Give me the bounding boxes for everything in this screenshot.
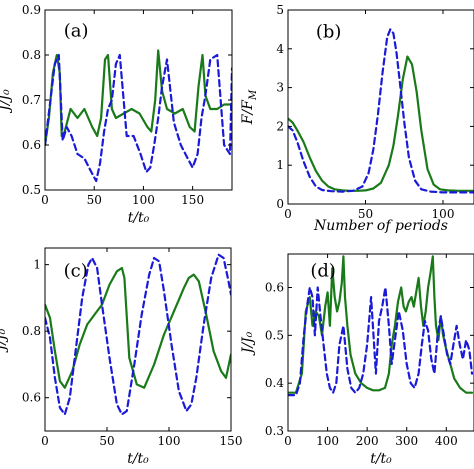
y-tick-label: 1 — [276, 158, 284, 172]
panel-a: 0 50 100 150 0.5 0.6 0.7 0.8 0.9 (a) t/t₀ J/J₀ — [0, 3, 233, 226]
panel-b: 0 50 100 0 1 2 3 4 5 (b) Number of periods F/FM — [240, 3, 474, 234]
y-tick-label: 0.6 — [22, 138, 41, 152]
series-line-dashed — [288, 28, 474, 194]
y-tick-label: 0.8 — [22, 324, 41, 338]
y-tick-label: 0.5 — [22, 183, 41, 197]
y-tick-label: 0.5 — [265, 328, 284, 342]
x-tick-label: 200 — [356, 434, 379, 448]
x-tick-label: 100 — [432, 207, 455, 221]
y-tick-label: 2 — [276, 119, 284, 133]
y-tick-label: 0.4 — [265, 376, 284, 390]
panel-c: 0 50 100 150 0.6 0.8 1 (c) t/t₀ J/J₀ — [0, 247, 243, 467]
y-tick-label: 0 — [276, 197, 284, 211]
x-axis-label: t/t₀ — [127, 451, 149, 467]
x-tick-label: 100 — [316, 434, 339, 448]
y-axis-label: J/J₀ — [0, 328, 9, 353]
y-tick-label: 0.7 — [22, 93, 41, 107]
y-axis-label: J/J₀ — [0, 89, 13, 114]
y-tick-label: 3 — [276, 81, 284, 95]
x-axis-label: t/t₀ — [370, 451, 392, 467]
series-line-solid — [288, 55, 474, 192]
panel-label: (c) — [64, 260, 88, 281]
x-tick-label: 150 — [220, 434, 243, 448]
y-axis-label: J/J₀ — [240, 331, 256, 356]
x-tick-label: 300 — [395, 434, 418, 448]
series-line-solid — [45, 49, 232, 147]
axes-frame — [287, 253, 474, 432]
y-tick-label: 4 — [276, 42, 284, 56]
x-tick-label: 50 — [87, 193, 102, 207]
panel-label: (b) — [316, 22, 342, 43]
x-axis-label: t/t₀ — [128, 210, 150, 226]
x-tick-label: 400 — [435, 434, 458, 448]
y-tick-label: 0.6 — [265, 280, 284, 294]
axes-frame — [287, 9, 474, 205]
y-tick-label: 5 — [276, 3, 284, 17]
x-tick-label: 50 — [358, 207, 373, 221]
y-tick-label: 0.6 — [22, 391, 41, 405]
series-line-solid — [45, 266, 231, 389]
panel-label: (d) — [310, 261, 336, 282]
x-tick-label: 150 — [181, 193, 204, 207]
panel-d: 0 100 200 300 400 0.3 0.4 0.5 0.6 (d) t/t₀ J/J₀ — [240, 253, 474, 467]
x-tick-label: 0 — [41, 193, 49, 207]
x-tick-label: 0 — [284, 434, 292, 448]
y-tick-label: 0.3 — [265, 424, 284, 438]
axes-frame — [44, 247, 232, 432]
x-tick-label: 50 — [99, 434, 114, 448]
y-tick-label: 1 — [33, 258, 41, 272]
x-tick-label: 0 — [41, 434, 49, 448]
series-line-dashed — [288, 286, 474, 397]
series-line-dashed — [45, 53, 232, 183]
y-tick-label: 0.9 — [22, 3, 41, 17]
x-tick-label: 100 — [132, 193, 155, 207]
y-axis-label: F/FM — [240, 89, 259, 125]
x-tick-label: 100 — [158, 434, 181, 448]
panel-label: (a) — [64, 20, 89, 41]
series-line-dashed — [45, 253, 231, 416]
x-tick-label: 0 — [284, 207, 292, 221]
y-tick-label: 0.8 — [22, 48, 41, 62]
x-axis-label: Number of periods — [313, 218, 448, 234]
